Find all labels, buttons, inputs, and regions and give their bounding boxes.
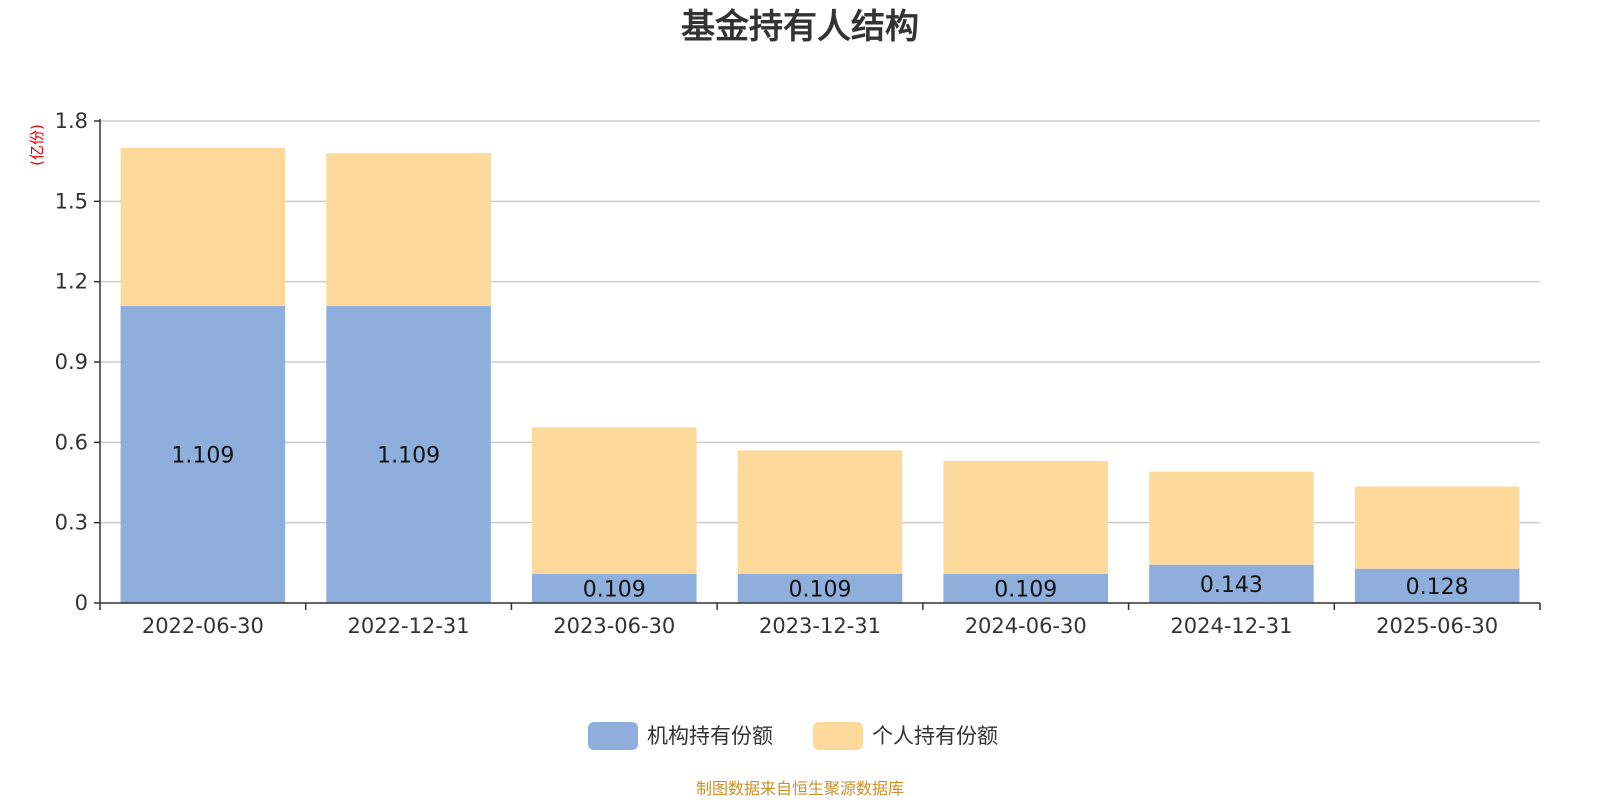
bar-institutional [532, 573, 697, 603]
y-tick-label: 1.8 [55, 109, 88, 133]
x-tick-label: 2022-06-30 [142, 614, 264, 638]
y-tick-label: 0 [75, 591, 88, 615]
bar-individual [1354, 486, 1520, 569]
bar-institutional [943, 573, 1108, 603]
y-tick-label: 1.5 [55, 189, 88, 213]
bar-individual [532, 427, 697, 574]
bar-institutional [326, 306, 491, 603]
y-tick-label: 0.3 [55, 511, 88, 535]
bar-institutional [120, 306, 286, 603]
x-tick-label: 2023-12-31 [759, 614, 881, 638]
bar-value-label: 1.109 [377, 444, 440, 469]
bar-individual [943, 461, 1108, 574]
x-tick-label: 2024-06-30 [965, 614, 1087, 638]
y-tick-label: 0.6 [55, 430, 88, 454]
y-axis-unit-label: (亿份) [28, 124, 46, 166]
bars-group [120, 147, 1520, 603]
legend: 机构持有份额 个人持有份额 [588, 722, 998, 750]
bar-individual [120, 147, 286, 307]
y-tick-label: 0.9 [55, 350, 88, 374]
bar-institutional [737, 573, 903, 603]
x-tick-label: 2022-12-31 [348, 614, 470, 638]
bar-individual [326, 153, 491, 307]
bar-individual [1149, 471, 1314, 565]
bar-institutional [1354, 568, 1520, 603]
y-tick-label: 1.2 [55, 270, 88, 294]
bar-institutional [1149, 564, 1314, 603]
legend-swatch-institutional [588, 722, 638, 750]
bar-value-label: 0.128 [1406, 575, 1469, 600]
bar-individual [737, 450, 903, 574]
bar-value-label: 1.109 [171, 444, 234, 469]
x-tick-label: 2024-12-31 [1170, 614, 1292, 638]
x-tick-label: 2023-06-30 [553, 614, 675, 638]
axes-group: 0 0.3 0.6 0.9 1.2 1.5 1.8 2022-06-30 2022-12-31 2… [55, 109, 1541, 638]
legend-label-individual: 个人持有份额 [872, 724, 998, 748]
bar-value-label: 0.109 [994, 577, 1057, 602]
data-source-note: 制图数据来自恒生聚源数据库 [696, 779, 904, 798]
bar-value-label: 0.109 [789, 577, 852, 602]
chart-title: 基金持有人结构 [681, 7, 919, 47]
bar-value-label: 0.143 [1200, 573, 1263, 598]
bar-value-label: 0.109 [583, 577, 646, 602]
legend-swatch-individual [813, 722, 863, 750]
data-labels-group: 1.109 1.109 0.109 0.109 0.109 0.143 0.128 [171, 444, 1468, 603]
x-tick-label: 2025-06-30 [1376, 614, 1498, 638]
legend-label-institutional: 机构持有份额 [647, 724, 773, 748]
